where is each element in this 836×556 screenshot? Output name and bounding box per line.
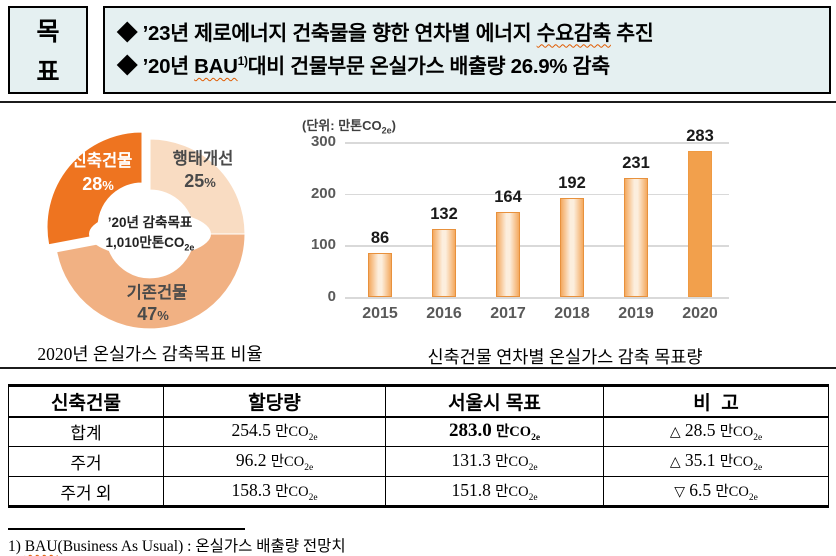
x-tick-label: 2020 xyxy=(682,305,718,322)
bar-value-label: 192 xyxy=(558,173,586,192)
spellcheck-underlined-text: BAU xyxy=(194,54,238,78)
unit-label: 만CO2e xyxy=(495,424,541,444)
x-tick-label: 2018 xyxy=(554,305,590,322)
table-header-seoul-target: 서울시 목표 xyxy=(385,385,604,418)
unit-label: 만CO2e xyxy=(270,454,314,473)
goal-title-box: 목 표 xyxy=(8,6,88,94)
y-tick-label: 100 xyxy=(310,236,336,254)
bar-chart-unit-label: (단위: 만톤CO2e) xyxy=(302,118,396,136)
seoul-target-cell: 151.8 만CO2e xyxy=(385,476,604,507)
bullet-text: 대비 건물부문 온실가스 배출량 26.9% 감축 xyxy=(247,54,610,78)
bar-value-label: 164 xyxy=(494,188,522,207)
table-header-remarks: 비 고 xyxy=(603,385,829,418)
seoul-target-cell: 131.3 만CO2e xyxy=(385,446,604,477)
bar xyxy=(496,212,520,297)
donut-slice-existing-buildings xyxy=(56,233,246,330)
seoul-target-cell: 283.0 만CO2e xyxy=(385,416,604,447)
summary-table: 신축건물 할당량 서울시 목표 비 고 합계 254.5 만CO2e 283.0 만… xyxy=(8,384,829,508)
unit-label: 만CO2e xyxy=(275,424,318,444)
donut-chart: 신축건물 28% 행태개선 25% 기존건물 47% xyxy=(46,131,246,330)
delta-symbol: △ xyxy=(669,455,681,471)
donut-pct-existing-buildings: 47% xyxy=(137,304,169,324)
delta-symbol: ▽ xyxy=(674,484,685,500)
row-label-cell: 합계 xyxy=(8,416,164,447)
unit-label: 만CO2e xyxy=(719,424,763,444)
bar-value-label: 231 xyxy=(622,153,650,172)
donut-center-line-2: 1,010만톤CO2e xyxy=(105,235,195,253)
bar-value-label: 283 xyxy=(686,126,714,145)
goal-bullets-box: ◆ ’23년 제로에너지 건축물을 향한 연차별 에너지 수요감축 추진 ◆ ’… xyxy=(103,6,831,94)
remarks-cell: △ 28.5 만CO2e xyxy=(603,416,829,447)
table-row: 주거 96.2 만CO2e 131.3 만CO2e △ 35.1 만CO2e xyxy=(8,446,829,477)
bar xyxy=(432,228,456,297)
x-tick-label: 2017 xyxy=(490,305,526,322)
horizontal-divider xyxy=(0,367,836,369)
goal-char-1: 목 xyxy=(36,18,60,46)
footnote: 1) BAU(Business As Usual) : 온실가스 배출량 전망치 xyxy=(8,538,346,555)
gridline xyxy=(345,297,729,299)
allocation-cell: 96.2 만CO2e xyxy=(163,446,386,477)
row-label-cell: 주거 xyxy=(8,446,164,477)
remarks-cell: ▽ 6.5 만CO2e xyxy=(603,476,829,507)
unit-label: 만CO2e xyxy=(715,483,758,503)
x-tick-label: 2015 xyxy=(362,305,398,322)
table-row: 합계 254.5 만CO2e 283.0 만CO2e △ 28.5 만CO2e xyxy=(8,416,829,447)
donut-chart-caption: 2020년 온실가스 감축목표 비율 xyxy=(37,344,263,364)
table-header-row: 신축건물 할당량 서울시 목표 비 고 xyxy=(8,385,829,418)
bar xyxy=(368,252,392,297)
donut-slice-behavior-improvement xyxy=(149,138,246,235)
donut-label-behavior-improvement: 행태개선 xyxy=(173,148,234,168)
x-tick-label: 2016 xyxy=(426,305,462,322)
gridline xyxy=(345,193,729,196)
footnote-ref: 1) xyxy=(237,53,248,68)
gridline xyxy=(345,245,729,247)
bullet-text: ◆ ’20년 xyxy=(117,54,195,78)
spellcheck-underlined-text: 수요감축 xyxy=(536,21,612,45)
bullet-text: ◆ ’23년 제로에너지 건축물을 향한 연차별 에너지 xyxy=(117,21,537,45)
table-header-allocation: 할당량 xyxy=(163,385,386,418)
y-tick-label: 200 xyxy=(310,184,336,202)
donut-label-new-buildings: 신축건물 xyxy=(72,151,133,170)
donut-pct-behavior-improvement: 25% xyxy=(184,171,216,191)
goal-bullet-line-1: ◆ ’23년 제로에너지 건축물을 향한 연차별 에너지 수요감축 추진 xyxy=(117,21,821,47)
unit-label: 만CO2e xyxy=(719,454,763,473)
delta-symbol: △ xyxy=(669,425,681,441)
donut-center-line-1: ’20년 감축목표 xyxy=(107,214,193,230)
bar-chart-caption: 신축건물 연차별 온실가스 감축 목표량 xyxy=(427,347,703,367)
goal-char-2: 표 xyxy=(36,58,60,86)
table-header-new-buildings: 신축건물 xyxy=(8,385,164,418)
remarks-cell: △ 35.1 만CO2e xyxy=(603,446,829,477)
spellcheck-underlined-text: BAU xyxy=(24,538,58,555)
donut-slice-new-buildings xyxy=(46,131,143,246)
unit-label: 만CO2e xyxy=(495,483,538,503)
unit-label: 만CO2e xyxy=(275,483,318,503)
bar xyxy=(688,150,712,297)
bar xyxy=(560,197,584,297)
gridline xyxy=(345,142,729,144)
donut-pct-new-buildings: 28% xyxy=(82,174,114,194)
bar-value-label: 86 xyxy=(370,228,390,247)
donut-label-existing-buildings: 기존건물 xyxy=(127,283,188,302)
bar xyxy=(624,177,648,297)
x-tick-label: 2019 xyxy=(618,305,654,322)
y-tick-label: 0 xyxy=(327,288,336,305)
allocation-cell: 254.5 만CO2e xyxy=(163,416,386,447)
bullet-text: 추진 xyxy=(610,21,654,45)
table-row: 주거 외 158.3 만CO2e 151.8 만CO2e ▽ 6.5 만CO2e xyxy=(8,476,829,507)
unit-label: 만CO2e xyxy=(495,454,538,473)
allocation-cell: 158.3 만CO2e xyxy=(163,476,386,507)
donut-center-label: ’20년 감축목표 1,010만톤CO2e xyxy=(89,211,211,257)
horizontal-divider xyxy=(0,101,836,103)
summary-table-body: 합계 254.5 만CO2e 283.0 만CO2e △ 28.5 만CO2e 주거 96… xyxy=(8,416,829,507)
footnote-divider xyxy=(8,528,245,530)
goal-bullet-line-2: ◆ ’20년 BAU1)대비 건물부문 온실가스 배출량 26.9% 감축 xyxy=(117,54,821,80)
row-label-cell: 주거 외 xyxy=(8,476,164,507)
bar-value-label: 132 xyxy=(430,204,458,223)
